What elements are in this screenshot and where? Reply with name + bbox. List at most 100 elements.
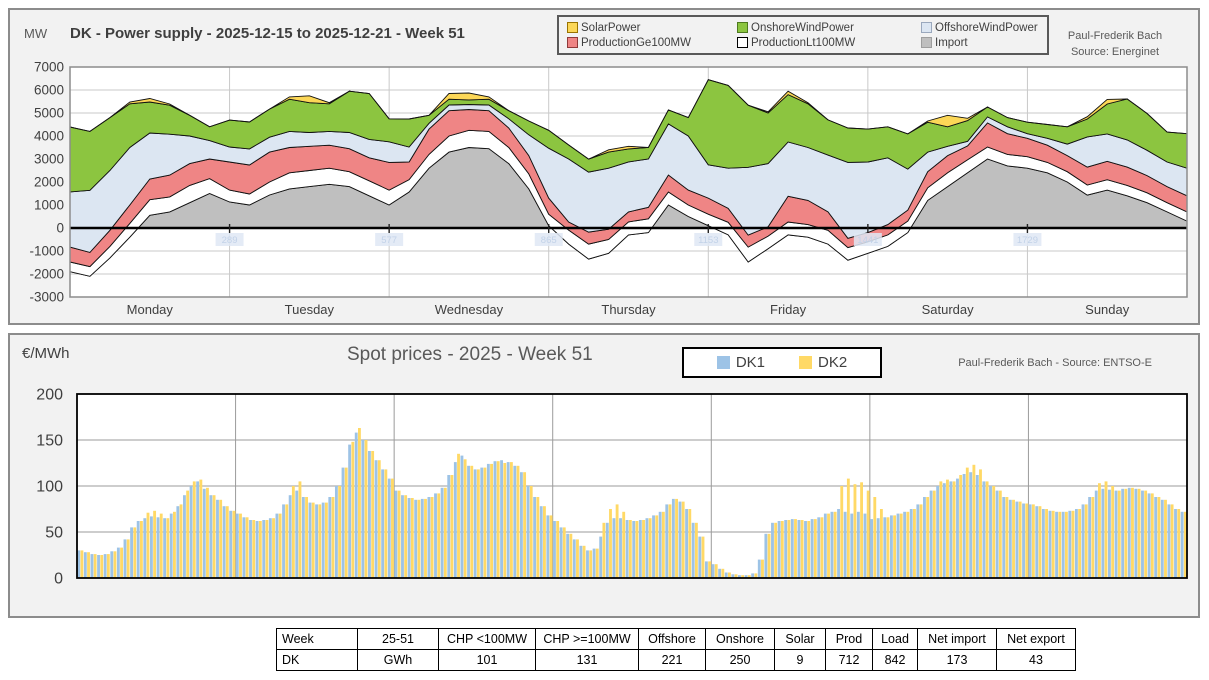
bar-DK2: [694, 522, 698, 578]
power-legend-swatch-icon: [567, 37, 578, 48]
bar-DK2: [628, 520, 632, 578]
watermark-box: [215, 233, 244, 246]
bar-DK1: [136, 521, 140, 578]
bar-DK1: [903, 511, 907, 578]
bar-DK1: [1108, 489, 1111, 578]
bar-DK1: [870, 519, 874, 578]
bar-DK2: [635, 521, 639, 578]
bar-DK1: [361, 440, 365, 578]
bar-DK2: [1078, 509, 1082, 578]
bar-DK2: [1137, 488, 1141, 578]
bar-DK2: [569, 533, 573, 578]
bar-DK2: [939, 481, 943, 578]
bar-DK1: [837, 509, 840, 578]
power-chart-title: DK - Power supply - 2025-12-15 to 2025-1…: [70, 25, 465, 42]
bar-DK1: [751, 573, 755, 578]
stacked-areas: [69, 79, 1188, 277]
bar-DK2: [622, 511, 626, 578]
bar-DK1: [176, 506, 180, 578]
bar-DK1: [394, 490, 398, 578]
bar-DK1: [1055, 511, 1059, 578]
y-tick-label: 3000: [34, 152, 64, 167]
bar-DK2: [1051, 510, 1055, 578]
spot-legend: DK1 DK2: [682, 347, 882, 378]
summary-table-header-row-cell: 25-51: [357, 628, 439, 650]
bar-DK1: [328, 497, 332, 578]
bar-DK2: [1157, 497, 1161, 578]
bar-DK2: [1170, 504, 1174, 578]
bar-DK1: [625, 520, 629, 578]
bar-DK2: [576, 539, 579, 578]
bar-DK2: [159, 513, 163, 578]
bar-DK2: [1084, 504, 1088, 578]
y-tick-label: 0: [54, 571, 63, 588]
bar-DK1: [1094, 490, 1098, 578]
bar-DK1: [97, 555, 100, 578]
bar-DK1: [301, 497, 305, 578]
watermark-box: [1013, 233, 1042, 246]
bar-DK2: [364, 440, 368, 578]
bar-DK1: [995, 490, 999, 578]
bar-DK1: [876, 518, 880, 578]
bar-DK2: [443, 487, 447, 578]
bar-DK2: [225, 506, 229, 578]
bar-DK2: [767, 533, 771, 578]
power-legend-item-solarpower: SolarPower: [567, 22, 737, 34]
bar-DK2: [549, 515, 553, 578]
bar-DK1: [526, 486, 530, 578]
summary-table-data-row-cell: 9: [774, 649, 826, 671]
bar-DK2: [582, 545, 586, 578]
bar-DK2: [807, 521, 811, 578]
spot-legend-swatch-icon: [799, 356, 812, 369]
bar-DK2: [93, 554, 97, 578]
x-day-label: Thursday: [601, 302, 656, 317]
bar-DK1: [652, 515, 655, 578]
summary-table-data-row-cell: 842: [872, 649, 918, 671]
price-bars: [77, 428, 1187, 578]
bar-DK2: [998, 490, 1002, 578]
bar-DK2: [609, 509, 612, 578]
bar-DK2: [840, 486, 844, 578]
y-tick-label: 0: [56, 221, 64, 236]
bar-DK1: [249, 520, 252, 578]
y-tick-label: 150: [36, 433, 63, 450]
bar-DK1: [242, 517, 246, 578]
bar-DK1: [387, 478, 391, 578]
bar-DK1: [275, 513, 279, 578]
summary-table-data-row-cell: 101: [438, 649, 536, 671]
watermark-label: 865: [541, 235, 557, 246]
bar-DK1: [896, 513, 900, 578]
bar-DK2: [490, 463, 493, 578]
bar-DK2: [866, 490, 870, 578]
bar-DK2: [430, 497, 434, 578]
summary-table-data-row-cell: 131: [535, 649, 639, 671]
bar-DK1: [804, 521, 807, 578]
bar-DK1: [566, 533, 570, 578]
summary-table-header-row-cell: Net import: [917, 628, 997, 650]
bar-DK2: [1098, 483, 1101, 578]
bar-DK2: [1183, 511, 1187, 578]
bar-DK1: [1074, 509, 1078, 578]
bar-DK1: [605, 522, 609, 578]
bar-DK2: [305, 497, 308, 578]
bar-DK2: [919, 504, 923, 578]
bar-DK2: [120, 547, 123, 578]
bar-DK1: [850, 513, 854, 578]
summary-table-data-row-cell: 250: [705, 649, 775, 671]
bar-DK1: [222, 506, 226, 578]
bar-DK2: [509, 462, 513, 578]
bar-DK1: [116, 547, 120, 578]
bar-DK1: [83, 552, 87, 578]
bar-DK1: [559, 527, 563, 578]
bar-DK2: [1045, 509, 1048, 578]
bar-DK1: [1035, 506, 1039, 578]
bar-DK1: [956, 478, 959, 578]
bar-DK1: [460, 455, 464, 578]
watermark-box: [534, 233, 563, 246]
bar-DK1: [354, 432, 358, 578]
power-legend-label: SolarPower: [581, 21, 641, 34]
bar-DK1: [738, 575, 741, 578]
bar-DK1: [645, 518, 649, 578]
bar-DK1: [506, 462, 510, 578]
bar-DK2: [602, 522, 606, 578]
